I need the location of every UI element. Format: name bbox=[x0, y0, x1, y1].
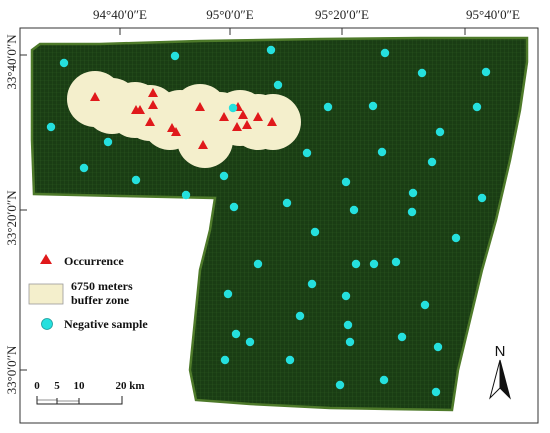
occurrence-point bbox=[267, 117, 277, 126]
negative-sample-point bbox=[302, 148, 312, 158]
occurrence-point bbox=[238, 110, 248, 119]
scale-label-10: 10 bbox=[74, 380, 86, 392]
negative-sample-point bbox=[435, 127, 445, 137]
north-arrow-icon bbox=[489, 359, 501, 400]
negative-sample-point bbox=[417, 68, 427, 78]
north-label: N bbox=[495, 343, 506, 360]
negative-sample-point bbox=[343, 320, 353, 330]
occurrence-point bbox=[253, 112, 263, 121]
top-tick-marks bbox=[119, 28, 466, 35]
negative-sample-point bbox=[79, 163, 89, 173]
tick-label-lat-2: 33°20′0″N bbox=[4, 190, 19, 246]
negative-sample-point bbox=[103, 137, 113, 147]
tick-label-lat-1: 33°40′0″N bbox=[4, 34, 19, 90]
negative-sample-point bbox=[273, 80, 283, 90]
occurrence-point bbox=[171, 127, 181, 136]
negative-sample-point bbox=[341, 177, 351, 187]
tick-label-lon-4: 95°40′0″E bbox=[466, 7, 520, 22]
negative-sample-point bbox=[369, 259, 379, 269]
negative-sample-point bbox=[408, 188, 418, 198]
negative-sample-point bbox=[379, 375, 389, 385]
negative-sample-point bbox=[335, 380, 345, 390]
negative-sample-point bbox=[349, 205, 359, 215]
occurrence-point bbox=[145, 117, 155, 126]
scale-label-5: 5 bbox=[54, 380, 60, 392]
negative-sample-point bbox=[323, 102, 333, 112]
negative-sample-point bbox=[285, 355, 295, 365]
tick-label-lat-3: 33°0′0″N bbox=[4, 345, 19, 394]
negative-sample-point bbox=[46, 122, 56, 132]
negative-sample-point bbox=[282, 198, 292, 208]
negative-sample-point bbox=[391, 257, 401, 267]
negative-sample-point bbox=[223, 289, 233, 299]
negative-sample-point bbox=[377, 147, 387, 157]
negative-sample-point bbox=[220, 355, 230, 365]
legend: Occurrence 6750 meters buffer zone Negat… bbox=[28, 254, 148, 331]
scale-bar: 0 5 10 20 km bbox=[34, 380, 145, 405]
negative-sample-point bbox=[472, 102, 482, 112]
negative-sample-point bbox=[307, 279, 317, 289]
negative-sample-point bbox=[345, 337, 355, 347]
legend-occurrence-label: Occurrence bbox=[64, 254, 124, 268]
tick-label-lon-1: 94°40′0″E bbox=[93, 7, 147, 22]
negative-sample-point bbox=[170, 51, 180, 61]
negative-sample-point bbox=[310, 227, 320, 237]
negative-sample-point bbox=[368, 101, 378, 111]
legend-occurrence-icon bbox=[40, 254, 52, 264]
occurrence-point bbox=[242, 120, 252, 129]
negative-sample-point bbox=[477, 193, 487, 203]
negative-sample-point bbox=[351, 259, 361, 269]
negative-sample-point bbox=[245, 337, 255, 347]
legend-negative-label: Negative sample bbox=[64, 317, 148, 331]
negative-sample-point bbox=[59, 58, 69, 68]
negative-sample-point bbox=[295, 311, 305, 321]
tick-label-lon-3: 95°20′0″E bbox=[315, 7, 369, 22]
negative-sample-point bbox=[431, 387, 441, 397]
buffer-zone bbox=[67, 71, 301, 168]
scale-label-0: 0 bbox=[34, 380, 40, 392]
left-tick-marks bbox=[20, 54, 27, 371]
map-frame bbox=[19, 27, 539, 424]
occurrence-point bbox=[148, 88, 158, 97]
negative-sample-point bbox=[420, 300, 430, 310]
negative-sample-point bbox=[433, 342, 443, 352]
negative-sample-point bbox=[231, 329, 241, 339]
top-tick-labels: 94°40′0″E 95°0′0″E 95°20′0″E 95°40′0″E bbox=[93, 7, 520, 22]
occurrence-point bbox=[195, 102, 205, 111]
occurrence-point bbox=[90, 92, 100, 101]
legend-negative-icon bbox=[41, 318, 53, 330]
negative-sample-point bbox=[397, 332, 407, 342]
negative-sample-point bbox=[131, 175, 141, 185]
scale-label-20: 20 km bbox=[115, 380, 144, 392]
north-arrow: N bbox=[489, 343, 511, 400]
negative-sample-point bbox=[451, 233, 461, 243]
tick-label-lon-2: 95°0′0″E bbox=[206, 7, 253, 22]
occurrence-point bbox=[148, 100, 158, 109]
negative-sample-point bbox=[266, 45, 276, 55]
negative-sample-point bbox=[341, 291, 351, 301]
negative-sample-point bbox=[253, 259, 263, 269]
occurrence-point bbox=[135, 105, 145, 114]
occurrence-point bbox=[198, 140, 208, 149]
negative-sample-point bbox=[427, 157, 437, 167]
legend-buffer-icon bbox=[28, 283, 64, 305]
negative-sample-point bbox=[229, 202, 239, 212]
negative-sample-layer bbox=[46, 45, 491, 397]
negative-sample-point bbox=[407, 207, 417, 217]
occurrence-point bbox=[219, 112, 229, 121]
negative-sample-point bbox=[481, 67, 491, 77]
negative-sample-point bbox=[181, 190, 191, 200]
legend-buffer-label-line1: 6750 meters bbox=[71, 279, 133, 293]
negative-sample-point bbox=[380, 48, 390, 58]
negative-sample-point bbox=[228, 103, 238, 113]
left-tick-labels: 33°40′0″N 33°20′0″N 33°0′0″N bbox=[4, 34, 19, 395]
legend-buffer-label-line2: buffer zone bbox=[71, 293, 130, 307]
occurrence-point bbox=[232, 122, 242, 131]
negative-sample-point bbox=[219, 171, 229, 181]
